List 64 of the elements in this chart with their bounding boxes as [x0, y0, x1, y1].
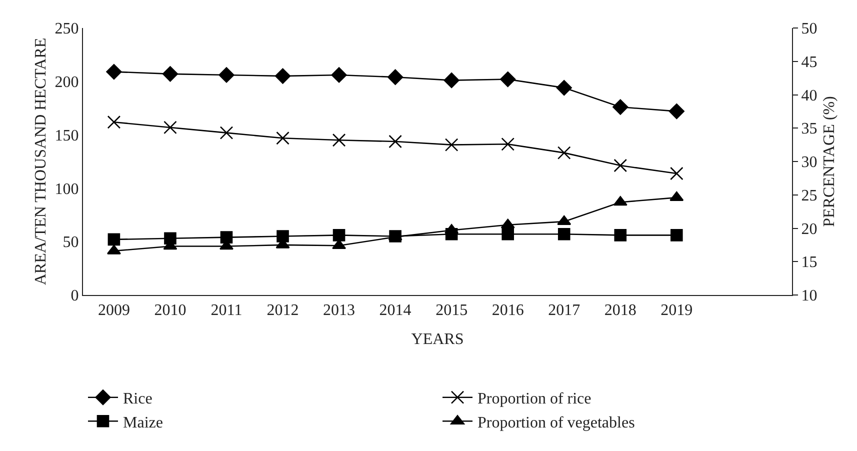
legend-label: Proportion of vegetables — [478, 414, 635, 432]
point — [274, 68, 291, 84]
point — [276, 131, 290, 145]
x-tick-label: 2017 — [548, 302, 580, 320]
point — [614, 158, 628, 172]
legend-label: Proportion of rice — [478, 390, 592, 408]
point — [502, 228, 514, 240]
x-axis-title: YEARS — [411, 330, 464, 348]
point — [501, 138, 514, 151]
point — [670, 229, 683, 242]
y-tick-label: 250 — [54, 20, 79, 38]
y2-tick-label: 40 — [801, 87, 818, 104]
point — [107, 115, 121, 129]
point — [220, 231, 233, 244]
point — [332, 229, 346, 242]
point — [276, 230, 289, 242]
x-tick-label: 2009 — [98, 302, 130, 320]
x-tick-label: 2012 — [266, 302, 299, 320]
point — [556, 80, 572, 96]
point — [670, 166, 684, 180]
point — [388, 134, 402, 148]
y2-axis-title: PERCENTAGE (%) — [820, 96, 838, 227]
y2-tick-label: 35 — [801, 120, 818, 138]
y-axis-title: AREA/TEN THOUSAND HECTARE — [32, 38, 50, 286]
point — [162, 66, 178, 82]
point — [331, 67, 347, 83]
point — [614, 229, 627, 242]
y-tick-label: 0 — [70, 288, 79, 305]
point — [164, 120, 177, 134]
point — [444, 138, 458, 152]
point — [668, 104, 684, 120]
y2-tick-label: 45 — [801, 54, 818, 71]
y2-tick-label: 20 — [801, 220, 818, 238]
x-tick-label: 2010 — [154, 302, 186, 320]
x-tick-label: 2014 — [379, 302, 412, 320]
x-tick-label: 2018 — [604, 302, 636, 320]
y2-tick-label: 25 — [801, 187, 818, 204]
y2-tick-label: 30 — [801, 154, 818, 172]
x-tick-label: 2015 — [436, 302, 468, 320]
legend-label: Maize — [123, 414, 163, 432]
point — [500, 71, 516, 88]
point — [388, 69, 404, 85]
point — [108, 233, 120, 246]
y2-tick-label: 50 — [801, 20, 818, 38]
y-tick-label: 200 — [54, 74, 79, 91]
x-tick-label: 2016 — [492, 302, 524, 320]
y-tick-label: 150 — [54, 127, 79, 144]
x-tick-label: 2011 — [210, 302, 242, 320]
point — [332, 239, 346, 250]
y-tick-label: 50 — [62, 234, 79, 252]
point — [218, 67, 234, 83]
point — [557, 146, 571, 160]
y2-tick-label: 15 — [801, 254, 818, 272]
point — [558, 228, 570, 240]
point — [612, 99, 628, 115]
legend-label: Rice — [123, 390, 152, 408]
x-tick-label: 2019 — [660, 302, 693, 320]
point — [332, 133, 346, 147]
point — [444, 72, 460, 88]
point — [106, 64, 122, 80]
point — [220, 126, 234, 140]
x-tick-label: 2013 — [323, 302, 356, 320]
y-tick-label: 100 — [54, 180, 79, 198]
y2-tick-label: 10 — [801, 288, 818, 305]
